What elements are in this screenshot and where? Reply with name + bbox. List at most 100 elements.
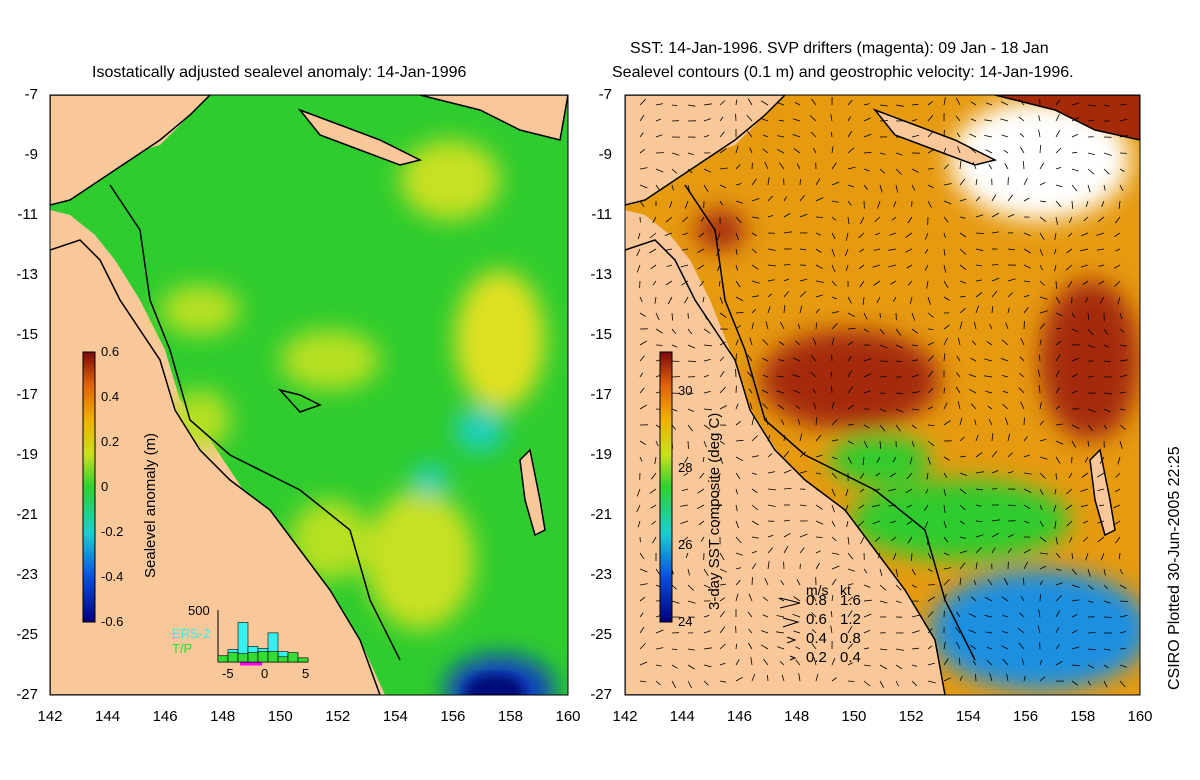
velocity-arrow xyxy=(751,520,759,526)
velocity-arrow xyxy=(831,248,835,257)
velocity-arrow xyxy=(1039,296,1048,300)
velocity-arrow xyxy=(1082,520,1089,524)
right-y-tick: -17 xyxy=(590,386,612,403)
velocity-arrow xyxy=(762,134,769,138)
velocity-arrow xyxy=(863,373,872,378)
velocity-arrow xyxy=(1101,200,1105,207)
velocity-arrow xyxy=(1115,248,1121,252)
velocity-arrow xyxy=(1055,99,1061,106)
velocity-arrow xyxy=(1069,536,1073,543)
velocity-arrow xyxy=(719,405,727,410)
velocity-arrow xyxy=(975,562,978,570)
velocity-arrow xyxy=(762,339,769,346)
velocity-arrow xyxy=(1001,596,1009,602)
velocity-arrow xyxy=(911,391,920,394)
velocity-arrow xyxy=(813,657,817,666)
velocity-arrow xyxy=(1071,328,1079,333)
left-y-tick: -27 xyxy=(16,686,38,703)
velocity-arrow xyxy=(798,673,801,682)
velocity-arrow xyxy=(735,264,739,271)
velocity-arrow xyxy=(895,680,899,687)
velocity-arrow xyxy=(879,152,886,155)
velocity-arrow xyxy=(703,584,712,589)
velocity-arrow xyxy=(845,232,849,241)
velocity-arrow xyxy=(687,664,695,670)
velocity-arrow xyxy=(747,98,753,106)
right-x-tick: 154 xyxy=(955,708,981,725)
velocity-arrow xyxy=(1038,609,1041,618)
velocity-arrow xyxy=(639,167,648,170)
velocity-arrow xyxy=(1068,216,1073,224)
velocity-arrow xyxy=(1039,182,1046,186)
velocity-arrow xyxy=(1007,278,1016,282)
velocity-arrow xyxy=(831,578,837,586)
velocity-arrow xyxy=(1098,280,1105,285)
velocity-arrow xyxy=(1055,216,1058,225)
velocity-arrow xyxy=(1055,147,1062,154)
velocity-arrow xyxy=(1119,424,1126,430)
velocity-arrow xyxy=(957,146,961,154)
velocity-arrow xyxy=(799,194,805,202)
velocity-arrow xyxy=(1018,642,1025,650)
velocity-arrow xyxy=(927,596,936,602)
velocity-arrow xyxy=(847,596,854,602)
velocity-arrow xyxy=(991,194,997,202)
velocity-arrow xyxy=(847,370,853,378)
velocity-arrow xyxy=(1023,561,1029,570)
velocity-arrow xyxy=(1119,600,1129,602)
velocity-arrow xyxy=(1081,232,1089,237)
velocity-arrow xyxy=(1055,354,1061,362)
velocity-arrow xyxy=(927,200,932,208)
left-y-tick: -21 xyxy=(16,506,38,523)
velocity-arrow xyxy=(943,593,947,602)
left-map-title: Isostatically adjusted sealevel anomaly:… xyxy=(92,64,467,81)
velocity-arrow xyxy=(847,216,850,225)
velocity-arrow xyxy=(971,340,977,346)
velocity-arrow xyxy=(831,595,834,602)
velocity-arrow xyxy=(1001,375,1009,378)
velocity-arrow xyxy=(799,470,808,474)
velocity-arrow xyxy=(927,645,933,650)
velocity-arrow xyxy=(793,596,801,602)
velocity-arrow xyxy=(751,232,758,237)
velocity-arrow xyxy=(891,536,897,542)
velocity-arrow xyxy=(890,280,897,285)
velocity-arrow xyxy=(748,593,753,602)
velocity-arrow xyxy=(879,184,883,193)
velocity-arrow xyxy=(762,596,769,602)
right-y-tick: -15 xyxy=(590,326,612,343)
velocity-arrow xyxy=(719,552,725,561)
velocity-arrow xyxy=(797,418,801,426)
velocity-arrow xyxy=(636,248,641,257)
velocity-arrow xyxy=(815,216,824,218)
velocity-arrow xyxy=(780,419,785,426)
velocity-arrow xyxy=(1119,104,1127,106)
velocity-arrow xyxy=(767,293,773,298)
left-x-tick: 142 xyxy=(37,708,63,725)
velocity-arrow xyxy=(970,357,977,362)
velocity-arrow xyxy=(1039,520,1044,527)
velocity-arrow xyxy=(1019,133,1025,138)
velocity-arrow xyxy=(1055,340,1062,346)
velocity-arrow xyxy=(1055,627,1060,634)
velocity-arrow xyxy=(783,451,790,458)
velocity-arrow xyxy=(655,328,663,334)
velocity-arrow xyxy=(831,565,840,570)
velocity-arrow xyxy=(984,615,993,618)
velocity-arrow xyxy=(810,354,817,362)
velocity-arrow xyxy=(687,600,696,604)
velocity-arrow xyxy=(927,406,933,410)
velocity-arrow xyxy=(959,675,963,682)
velocity-arrow xyxy=(1119,440,1123,449)
velocity-arrow xyxy=(873,248,881,251)
velocity-arrow xyxy=(1039,504,1043,510)
velocity-speed-ms: 0.4 xyxy=(806,630,827,647)
velocity-arrow xyxy=(777,135,785,138)
velocity-arrow xyxy=(888,248,897,251)
velocity-arrow xyxy=(1037,369,1041,378)
velocity-arrow xyxy=(888,504,897,507)
velocity-arrow xyxy=(847,404,855,410)
velocity-arrow xyxy=(1055,536,1058,545)
velocity-arrow xyxy=(1113,264,1121,269)
velocity-arrow xyxy=(1071,312,1076,318)
